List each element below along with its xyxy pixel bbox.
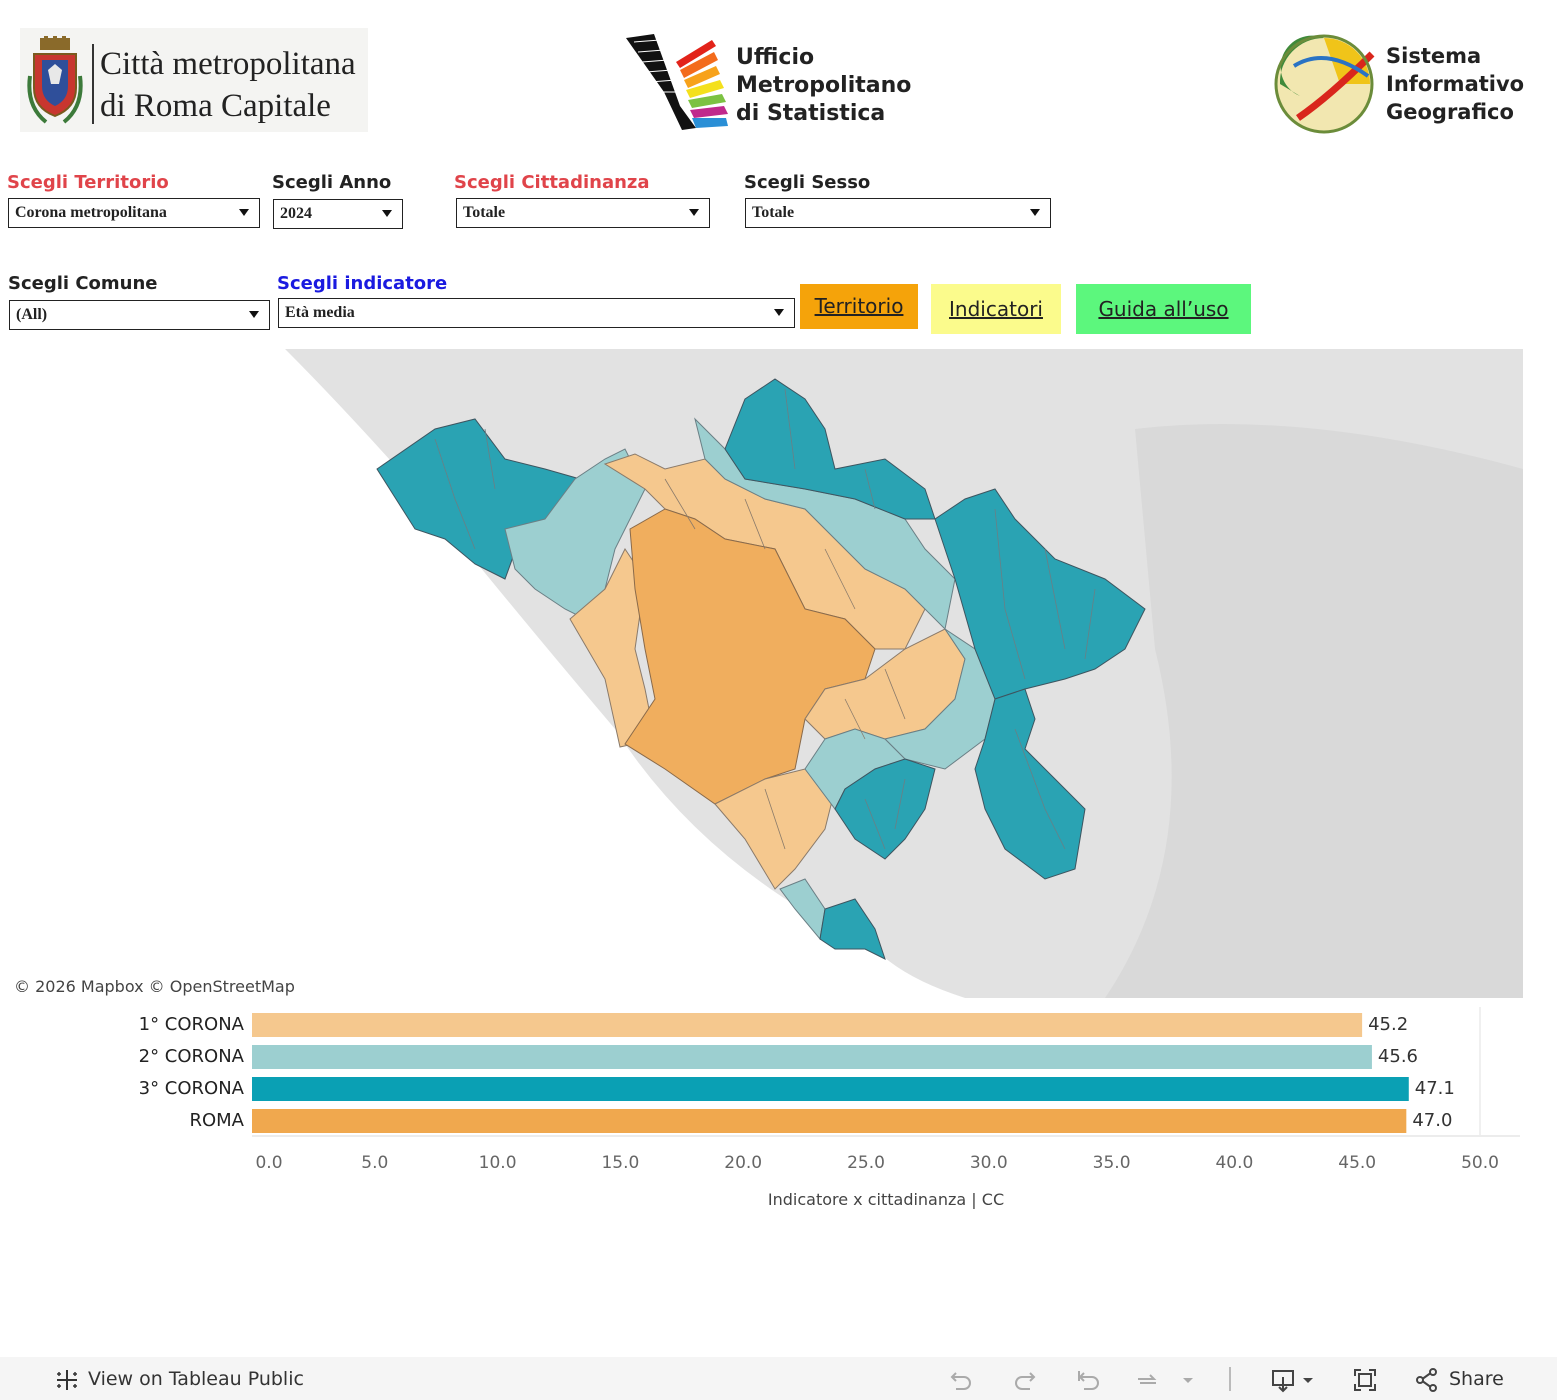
map-attribution: © 2026 Mapbox © OpenStreetMap	[11, 977, 298, 996]
sesso-dropdown[interactable]: Totale	[745, 198, 1051, 228]
logo-divider	[92, 44, 94, 124]
x-tick-label: 45.0	[1338, 1153, 1377, 1173]
indicatore-dropdown[interactable]: Età media	[278, 298, 795, 328]
x-tick-label: 25.0	[847, 1153, 885, 1173]
territorio-label: Scegli Territorio	[7, 172, 169, 193]
tableau-logo-icon[interactable]	[54, 1367, 80, 1393]
x-tick-label: 30.0	[969, 1153, 1008, 1173]
statistics-bars-icon	[626, 34, 728, 130]
ufficio-statistica-logo: Ufficio Metropolitano di Statistica	[620, 32, 920, 132]
chevron-down-icon	[689, 209, 699, 216]
bar-3[interactable]	[252, 1109, 1407, 1133]
x-tick-label: 35.0	[1092, 1153, 1131, 1173]
sistema-informativo-logo: Sistema Informativo Geografico	[1268, 26, 1548, 138]
value-label: 45.2	[1368, 1014, 1409, 1035]
chevron-down-icon	[774, 309, 784, 316]
indicatori-button[interactable]: Indicatori	[931, 284, 1061, 334]
sesso-label: Scegli Sesso	[744, 172, 871, 193]
x-tick-label: 10.0	[478, 1153, 517, 1173]
indicatore-label: Scegli indicatore	[277, 273, 448, 294]
value-label: 45.6	[1377, 1046, 1418, 1067]
category-label: 1° CORONA	[138, 1014, 244, 1035]
chevron-down-icon	[1030, 209, 1040, 216]
logo-ums-line2: Metropolitano	[736, 73, 912, 98]
bar-chart: 1° CORONA 2° CORONA 3° CORONA ROMA 45.2 45.6…	[0, 1005, 1557, 1220]
logo-sig-line1: Sistema	[1386, 44, 1482, 68]
bar-0[interactable]	[252, 1013, 1363, 1037]
indicatore-value: Età media	[285, 304, 355, 321]
x-tick-label: 20.0	[724, 1153, 763, 1173]
cittadinanza-value: Totale	[463, 204, 506, 221]
chevron-down-icon	[249, 311, 259, 318]
chevron-down-icon[interactable]	[1300, 1367, 1316, 1393]
category-label: 2° CORONA	[138, 1046, 244, 1067]
anno-dropdown[interactable]: 2024	[273, 199, 403, 229]
bar-1[interactable]	[252, 1045, 1372, 1069]
share-button[interactable]: Share	[1449, 1368, 1504, 1390]
logo-sig-line2: Informativo	[1386, 72, 1525, 96]
bar-2[interactable]	[252, 1077, 1409, 1101]
chevron-down-icon[interactable]	[1180, 1367, 1196, 1393]
anno-label: Scegli Anno	[272, 172, 392, 193]
comune-dropdown[interactable]: (All)	[9, 300, 270, 330]
value-label: 47.0	[1412, 1110, 1453, 1131]
citta-metropolitana-logo: Città metropolitana di Roma Capitale	[20, 28, 368, 132]
territorio-button[interactable]: Territorio	[800, 284, 918, 329]
x-tick-label: 0.0	[255, 1153, 283, 1173]
comune-label: Scegli Comune	[8, 273, 158, 294]
guida-button[interactable]: Guida all’uso	[1076, 284, 1251, 334]
region-3-corona-e	[934, 488, 1146, 700]
coat-of-arms-icon	[27, 36, 83, 124]
logo-ums-line3: di Statistica	[736, 101, 886, 126]
x-tick-label: 40.0	[1215, 1153, 1254, 1173]
cittadinanza-dropdown[interactable]: Totale	[456, 198, 710, 228]
region-3-corona-se	[974, 688, 1086, 880]
logo-sig-line3: Geografico	[1386, 100, 1514, 124]
globe-icon	[1274, 34, 1375, 134]
cittadinanza-label: Scegli Cittadinanza	[454, 172, 650, 193]
x-axis-title: Indicatore x cittadinanza | CC	[767, 1190, 1005, 1209]
map-canvas	[5, 349, 1523, 998]
territorio-dropdown[interactable]: Corona metropolitana	[8, 198, 260, 228]
revert-icon[interactable]	[1076, 1367, 1102, 1393]
refresh-icon[interactable]	[1134, 1367, 1160, 1393]
logo-title-line1: Città metropolitana	[100, 46, 356, 82]
download-icon[interactable]	[1270, 1367, 1296, 1393]
value-label: 47.1	[1414, 1078, 1455, 1099]
x-tick-label: 15.0	[601, 1153, 640, 1173]
region-1-corona-s	[714, 768, 836, 890]
share-icon[interactable]	[1414, 1367, 1440, 1393]
footer-divider	[1229, 1367, 1231, 1391]
region-3-corona-s	[834, 758, 936, 860]
territorio-value: Corona metropolitana	[15, 204, 167, 221]
x-tick-label: 5.0	[361, 1153, 389, 1173]
region-3-corona-coast-s	[819, 898, 886, 960]
view-on-tableau-link[interactable]: View on Tableau Public	[88, 1368, 304, 1390]
tableau-footer: View on Tableau Public Share	[0, 1357, 1557, 1400]
logo-ums-line1: Ufficio	[736, 45, 815, 70]
chevron-down-icon	[239, 209, 249, 216]
territory-map[interactable]: © 2026 Mapbox © OpenStreetMap	[5, 349, 1523, 998]
chevron-down-icon	[382, 210, 392, 217]
anno-value: 2024	[280, 205, 312, 222]
bar-chart-canvas	[252, 1007, 1520, 1137]
undo-icon[interactable]	[948, 1367, 974, 1393]
category-label: ROMA	[189, 1110, 244, 1131]
comune-value: (All)	[16, 306, 48, 323]
redo-icon[interactable]	[1012, 1367, 1038, 1393]
logo-title-line2: di Roma Capitale	[100, 88, 331, 124]
region-3-corona-n	[724, 378, 936, 520]
region-1-corona-coast	[569, 548, 656, 748]
category-label: 3° CORONA	[138, 1078, 244, 1099]
x-tick-label: 50.0	[1461, 1153, 1499, 1173]
sesso-value: Totale	[752, 204, 795, 221]
region-2-corona-w	[504, 448, 646, 620]
fullscreen-icon[interactable]	[1352, 1367, 1378, 1393]
